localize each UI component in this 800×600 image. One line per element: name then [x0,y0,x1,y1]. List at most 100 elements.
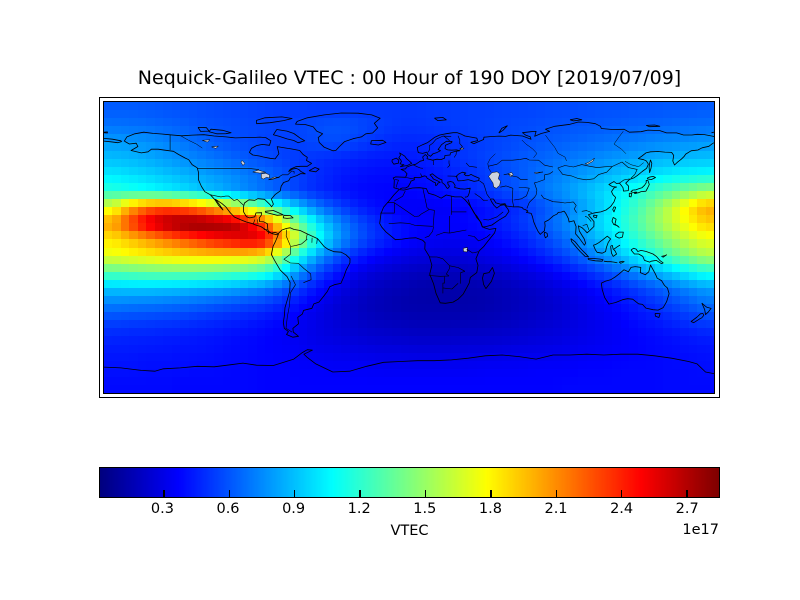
country-border [197,168,260,170]
coastline [618,260,625,264]
country-border [290,262,312,283]
colorbar-tick-label: 2.4 [610,501,634,517]
coastline [543,231,548,239]
lake-shape [462,247,468,253]
country-border [442,283,459,290]
coastline [456,171,480,182]
colorbar-tick-label: 0.9 [282,501,306,517]
colorbar-tick [228,490,230,497]
lake-shape [252,169,267,174]
colorbar-tick [424,490,427,497]
coastline [399,173,471,198]
country-border [526,182,538,209]
coastline [379,187,497,304]
country-border [534,171,554,184]
coastline [611,217,620,228]
country-border [413,164,423,169]
colorbar-axis-label: VTEC [390,523,429,539]
river [613,131,627,154]
country-border [447,160,450,168]
country-border [479,180,486,188]
country-border [428,135,452,153]
colorbar-tick-label: 2.7 [675,501,699,517]
country-border [405,177,415,180]
lake-shape [202,139,211,143]
coastline [648,159,653,173]
country-border [612,161,638,179]
river [521,139,538,158]
colorbar-tick [686,490,688,497]
country-border [474,193,488,201]
coastline [104,138,122,144]
coastline [661,254,667,258]
lake-shape [488,171,501,189]
coastline [630,247,664,265]
coastline [646,176,656,180]
coastline [467,142,714,246]
coastline [295,112,381,152]
country-border [466,248,479,254]
country-border [447,175,458,178]
country-border [380,202,395,214]
colorbar-tick-label: 1.8 [478,501,502,517]
country-border [488,158,554,168]
country-border [395,179,399,188]
coastline [282,214,294,219]
coastline [654,313,661,318]
country-border [394,190,406,202]
country-border [573,201,577,213]
country-border [514,188,530,201]
country-border [424,226,434,238]
country-border [557,166,613,181]
lake-shape [211,145,219,149]
country-border [581,210,592,213]
colorbar-tick [490,490,492,497]
river [487,153,496,173]
river [624,161,644,167]
country-border [428,275,450,277]
country-border [285,229,291,247]
plot-title: Nequick-Galileo VTEC : 00 Hour of 190 DO… [137,67,682,89]
colorbar-tick-label: 2.1 [544,501,568,517]
country-border [449,265,466,272]
country-border [582,224,590,231]
coastline [256,116,293,125]
colorbar-tick-label: 1.2 [347,501,371,517]
coastline [197,127,210,132]
coastline [593,214,598,219]
coastline [711,131,714,134]
colorbar-tick [620,490,623,497]
lake-shapes [202,139,595,253]
colorbar-tick [293,490,296,497]
coastline [646,124,661,128]
lake-shape [240,160,246,166]
river [545,134,567,162]
country-border [460,271,465,273]
country-border [453,151,457,158]
colorbar-gradient [100,468,719,497]
map-area [103,101,715,394]
country-border [268,170,295,181]
country-border [465,162,477,168]
coastline [208,128,232,135]
colorbar-tick-label: 0.3 [150,501,174,517]
coastline [701,302,712,315]
coastline [569,118,583,122]
coastline [482,267,495,289]
coastline [308,167,320,173]
coastline [634,191,638,194]
coastline [104,349,714,374]
country-border [388,222,433,227]
country-border [283,238,308,264]
country-border [619,178,631,184]
coastline [434,117,447,121]
coastline [690,313,705,324]
country-border [435,232,450,236]
coastline-paths [104,112,714,374]
basemap-overlay [104,112,714,374]
country-border [422,188,426,199]
lake-shape [534,171,544,174]
coastline [630,180,650,194]
coastline [593,235,611,254]
coastline [370,139,387,146]
